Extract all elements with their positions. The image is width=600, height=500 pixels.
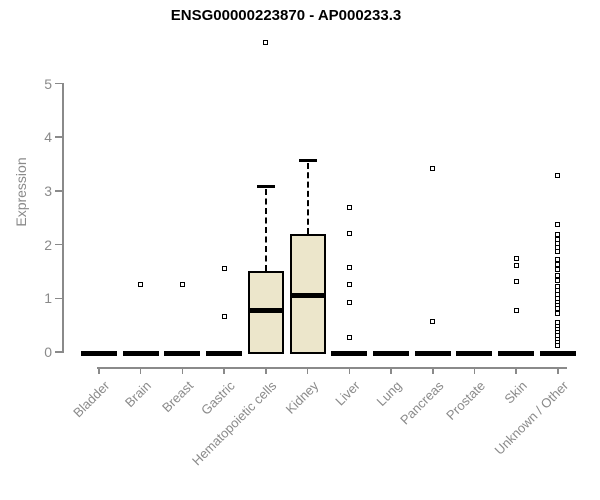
outlier-point-hematopoietic-cells-0 [263,39,269,45]
outlier-point-liver-5 [346,335,352,340]
y-tick-1 [55,297,62,300]
outlier-point-unknown-other-8 [555,261,561,267]
outlier-point-pancreas-0 [430,165,436,171]
median-kidney [289,292,326,298]
y-tick-5 [55,82,62,85]
x-category-label-pancreas: Pancreas [396,378,447,428]
x-tick-bladder [98,367,100,374]
outlier-point-gastric-1 [221,313,227,319]
x-category-label-breast: Breast [158,378,197,416]
x-tick-gastric [223,367,225,374]
y-tick-label-2: 2 [44,236,52,253]
x-category-label-skin: Skin [501,378,530,407]
y-axis-label: Expression [13,157,29,227]
x-category-label-lung: Lung [373,378,405,410]
whisker-cap-kidney [298,159,317,163]
x-category-label-bladder: Bladder [70,378,113,421]
outlier-point-unknown-other-9 [555,267,561,273]
outlier-point-unknown-other-10 [555,272,561,278]
y-tick-4 [55,136,62,138]
x-tick-brain [139,367,142,374]
outlier-point-unknown-other-1 [555,222,561,228]
zero-bar-pancreas [414,351,451,356]
y-tick-3 [55,190,62,192]
y-tick-label-0: 0 [44,344,52,360]
median-hematopoietic-cells [247,307,284,313]
outlier-point-unknown-other-18 [555,306,561,311]
zero-bar-lung [373,351,410,356]
outlier-point-liver-2 [346,265,352,271]
whisker-cap-hematopoietic-cells [256,185,275,189]
upper-whisker-kidney [306,162,309,235]
x-category-label-liver: Liver [332,378,363,409]
outlier-point-unknown-other-27 [555,343,561,349]
y-tick-2 [55,243,62,246]
outlier-point-brain-0 [138,281,144,287]
x-category-label-gastric: Gastric [198,378,238,418]
x-category-label-unknown-other: Unknown / Other [491,378,572,458]
x-tick-breast [181,367,184,374]
x-category-label-kidney: Kidney [282,378,322,417]
x-tick-lung [390,367,392,374]
x-tick-hematopoietic-cells [265,367,267,374]
zero-bar-bladder [81,351,117,356]
x-axis-line [97,367,567,369]
zero-bar-liver [331,351,368,356]
zero-bar-prostate [456,351,493,356]
zero-bar-gastric [206,351,243,356]
outlier-point-skin-2 [513,279,519,285]
outlier-point-skin-1 [513,262,519,268]
y-tick-label-1: 1 [44,290,52,307]
x-tick-liver [348,367,351,374]
x-tick-prostate [473,367,476,374]
outlier-point-gastric-0 [221,265,227,271]
x-category-label-brain: Brain [122,378,155,411]
zero-bar-brain [122,351,159,356]
upper-whisker-hematopoietic-cells [264,188,267,271]
chart-title: ENSG00000223870 - AP000233.3 [170,7,402,24]
outlier-point-unknown-other-6 [555,248,561,254]
y-tick-0 [55,351,62,353]
zero-bar-breast [164,351,201,356]
outlier-point-liver-3 [346,282,352,288]
outlier-point-unknown-other-0 [555,173,561,179]
outlier-point-liver-0 [346,204,352,210]
outlier-point-liver-1 [346,231,352,237]
y-axis-line [62,83,64,353]
zero-bar-unknown-other [539,351,576,356]
zero-bar-skin [498,351,535,356]
x-category-label-prostate: Prostate [443,378,489,423]
outlier-point-skin-3 [513,307,519,313]
y-tick-label-3: 3 [44,182,52,199]
outlier-point-unknown-other-11 [555,278,561,284]
outlier-point-skin-0 [513,256,519,262]
outlier-point-unknown-other-19 [555,310,561,316]
y-tick-label-5: 5 [44,75,52,92]
x-tick-kidney [306,367,309,374]
x-tick-skin [515,367,517,374]
y-tick-label-4: 4 [44,129,52,146]
x-tick-unknown-other [557,367,559,374]
outlier-point-breast-0 [179,282,185,288]
outlier-point-unknown-other-7 [555,256,561,262]
outlier-point-liver-4 [346,299,352,305]
outlier-point-pancreas-1 [430,319,436,325]
x-tick-pancreas [432,367,434,374]
